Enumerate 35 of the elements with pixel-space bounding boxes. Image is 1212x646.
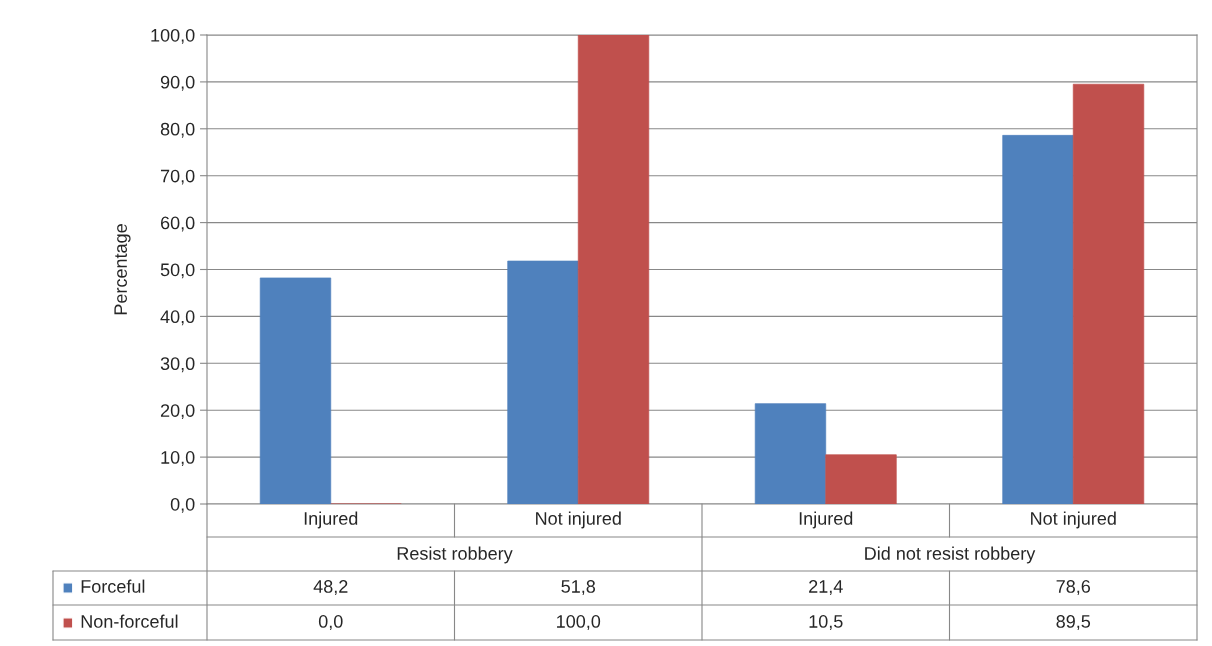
y-tick-label: 30,0 xyxy=(160,357,195,373)
y-tick-label: 20,0 xyxy=(160,404,195,420)
data-label: 21,4 xyxy=(809,580,843,595)
bar xyxy=(825,454,897,504)
data-label: 78,6 xyxy=(1056,580,1091,595)
data-label: 89,5 xyxy=(1056,615,1091,630)
bar xyxy=(1072,83,1145,504)
x-tick-label: Not injured xyxy=(1031,511,1116,529)
data-label: 10,5 xyxy=(809,615,843,630)
y-tick-label: 80,0 xyxy=(160,122,195,138)
text: Resist robbery xyxy=(397,546,513,564)
bar xyxy=(754,403,827,504)
y-tick-label: 40,0 xyxy=(160,310,195,326)
y-tick-label: 90,0 xyxy=(160,75,195,91)
bar xyxy=(507,260,579,504)
y-tick-label: 10,0 xyxy=(161,451,195,466)
y-tick-label: 50,0 xyxy=(160,263,195,279)
y-tick-label: 0,0 xyxy=(170,497,195,513)
y-tick-label: 60,0 xyxy=(160,216,195,232)
x-tick-label: Injured xyxy=(799,511,853,529)
text: Did not resist robbery xyxy=(865,546,1036,564)
y-tick-label: 100,0 xyxy=(151,28,195,44)
data-label: 48,2 xyxy=(313,580,348,595)
bar xyxy=(1002,135,1074,504)
x-tick-label: Injured xyxy=(304,511,358,529)
legend-label: Non-forceful xyxy=(81,614,178,628)
data-label: 100,0 xyxy=(557,615,601,630)
legend-label: Forceful xyxy=(81,579,145,593)
data-label: 0,0 xyxy=(318,615,343,630)
bar xyxy=(259,277,332,504)
x-tick-label: Not injured xyxy=(536,511,621,529)
y-axis-title: Percentage xyxy=(114,224,131,315)
data-label: 51,8 xyxy=(561,580,596,595)
y-tick-label: 70,0 xyxy=(160,169,195,185)
bar xyxy=(577,35,650,504)
